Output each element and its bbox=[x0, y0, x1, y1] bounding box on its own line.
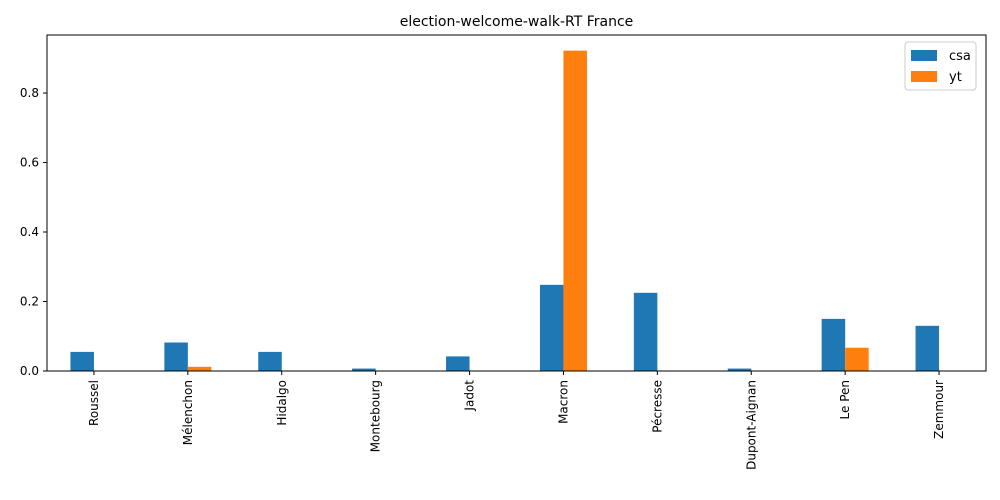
bar-csa-le pen bbox=[821, 318, 846, 371]
x-tick-label: Zemmour bbox=[932, 380, 946, 439]
bar-csa-jadot bbox=[446, 356, 470, 371]
bar-csa-hidalgo bbox=[258, 351, 282, 371]
x-tick-label: Roussel bbox=[87, 380, 101, 426]
bar-yt-macron bbox=[563, 50, 587, 371]
x-tick-label: Jadot bbox=[463, 380, 477, 412]
x-tick-label: Hidalgo bbox=[275, 380, 289, 426]
x-tick-label: Montebourg bbox=[369, 380, 383, 452]
x-tick-label: Pécresse bbox=[650, 380, 664, 433]
x-tick-label: Le Pen bbox=[838, 380, 852, 419]
bar-csa-montebourg bbox=[352, 368, 376, 371]
bar-csa-mélenchon bbox=[164, 342, 188, 371]
legend-label-csa: csa bbox=[949, 49, 971, 64]
chart-title: election-welcome-walk-RT France bbox=[400, 14, 634, 30]
y-tick-label: 0.2 bbox=[20, 295, 39, 309]
x-tick-label: Macron bbox=[556, 380, 570, 424]
legend: csa yt bbox=[904, 41, 977, 91]
plot-area: 0.0 0.2 0.4 0.6 0.8 Roussel Mélenchon Hidalgo Mo… bbox=[20, 50, 946, 470]
x-tick-label: Mélenchon bbox=[181, 380, 195, 445]
bar-csa-pécresse bbox=[633, 292, 658, 371]
legend-label-yt: yt bbox=[949, 70, 962, 85]
bar-csa-macron bbox=[539, 284, 564, 371]
x-tick-label: Dupont-Aignan bbox=[744, 380, 758, 470]
bar-csa-zemmour bbox=[915, 325, 940, 371]
legend-swatch-csa bbox=[911, 50, 937, 61]
y-tick-label: 0.8 bbox=[20, 86, 39, 100]
bar-csa-dupont-aignan bbox=[727, 368, 752, 371]
y-tick-label: 0.4 bbox=[20, 225, 39, 239]
bar-yt-mélenchon bbox=[187, 366, 212, 371]
y-tick-label: 0.0 bbox=[20, 364, 39, 378]
bar-csa-roussel bbox=[70, 351, 94, 371]
legend-swatch-yt bbox=[911, 71, 937, 82]
y-tick-label: 0.6 bbox=[20, 156, 39, 170]
axes-frame bbox=[46, 34, 987, 372]
bar-yt-le pen bbox=[845, 347, 869, 371]
